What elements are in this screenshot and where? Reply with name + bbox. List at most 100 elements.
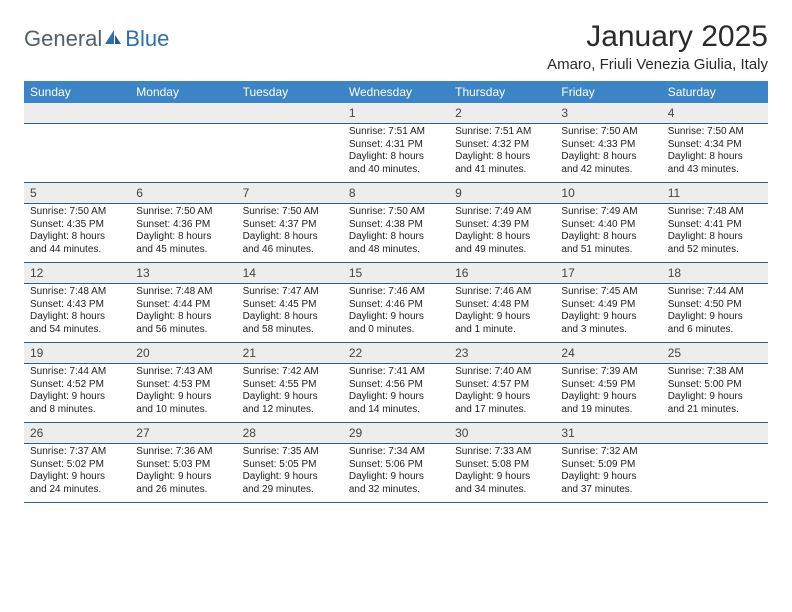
- day-cell: 22: [343, 343, 449, 364]
- day-detail: Sunrise: 7:45 AMSunset: 4:49 PMDaylight:…: [555, 284, 661, 342]
- header: General Blue January 2025 Amaro, Friuli …: [24, 20, 768, 73]
- sunset-text: Sunset: 4:32 PM: [455, 139, 549, 152]
- daylight-text: Daylight: 9 hours and 19 minutes.: [561, 391, 655, 416]
- sunset-text: Sunset: 4:43 PM: [30, 299, 124, 312]
- page-title: January 2025: [547, 20, 768, 54]
- day-detail-cell: Sunrise: 7:50 AMSunset: 4:37 PMDaylight:…: [237, 204, 343, 263]
- day-cell: 16: [449, 263, 555, 284]
- day-cell: 30: [449, 423, 555, 444]
- week-number-row: 12131415161718: [24, 263, 768, 284]
- daylight-text: Daylight: 8 hours and 43 minutes.: [668, 151, 762, 176]
- day-detail-cell: Sunrise: 7:38 AMSunset: 5:00 PMDaylight:…: [662, 364, 768, 423]
- daylight-text: Daylight: 9 hours and 3 minutes.: [561, 311, 655, 336]
- day-detail: Sunrise: 7:42 AMSunset: 4:55 PMDaylight:…: [237, 364, 343, 422]
- day-cell: .: [130, 103, 236, 124]
- day-number: 27: [130, 423, 236, 443]
- sunrise-text: Sunrise: 7:39 AM: [561, 366, 655, 379]
- sunrise-text: Sunrise: 7:46 AM: [349, 286, 443, 299]
- day-detail-cell: Sunrise: 7:49 AMSunset: 4:39 PMDaylight:…: [449, 204, 555, 263]
- week-number-row: 262728293031.: [24, 423, 768, 444]
- day-detail-cell: Sunrise: 7:32 AMSunset: 5:09 PMDaylight:…: [555, 444, 661, 503]
- week-detail-row: .........Sunrise: 7:51 AMSunset: 4:31 PM…: [24, 124, 768, 183]
- sunrise-text: Sunrise: 7:49 AM: [561, 206, 655, 219]
- daylight-text: Daylight: 9 hours and 6 minutes.: [668, 311, 762, 336]
- day-detail-cell: Sunrise: 7:44 AMSunset: 4:50 PMDaylight:…: [662, 284, 768, 343]
- day-detail: Sunrise: 7:40 AMSunset: 4:57 PMDaylight:…: [449, 364, 555, 422]
- sunrise-text: Sunrise: 7:50 AM: [30, 206, 124, 219]
- day-number: 18: [662, 263, 768, 283]
- day-detail: Sunrise: 7:44 AMSunset: 4:52 PMDaylight:…: [24, 364, 130, 422]
- day-detail: Sunrise: 7:50 AMSunset: 4:35 PMDaylight:…: [24, 204, 130, 262]
- day-detail-cell: ...: [24, 124, 130, 183]
- sunrise-text: Sunrise: 7:41 AM: [349, 366, 443, 379]
- day-detail: Sunrise: 7:50 AMSunset: 4:34 PMDaylight:…: [662, 124, 768, 182]
- calendar-body: ...1234.........Sunrise: 7:51 AMSunset: …: [24, 103, 768, 503]
- sunrise-text: Sunrise: 7:47 AM: [243, 286, 337, 299]
- sunset-text: Sunset: 4:53 PM: [136, 379, 230, 392]
- week-number-row: 19202122232425: [24, 343, 768, 364]
- day-number: 26: [24, 423, 130, 443]
- day-cell: 9: [449, 183, 555, 204]
- day-number: 12: [24, 263, 130, 283]
- day-detail: Sunrise: 7:50 AMSunset: 4:36 PMDaylight:…: [130, 204, 236, 262]
- day-header: Monday: [130, 81, 236, 103]
- day-number: 2: [449, 103, 555, 123]
- day-detail: Sunrise: 7:50 AMSunset: 4:37 PMDaylight:…: [237, 204, 343, 262]
- day-number: 11: [662, 183, 768, 203]
- day-cell: 6: [130, 183, 236, 204]
- daylight-text: Daylight: 8 hours and 48 minutes.: [349, 231, 443, 256]
- day-detail: Sunrise: 7:44 AMSunset: 4:50 PMDaylight:…: [662, 284, 768, 342]
- day-cell: 31: [555, 423, 661, 444]
- day-cell: 21: [237, 343, 343, 364]
- sunset-text: Sunset: 4:39 PM: [455, 219, 549, 232]
- daylight-text: Daylight: 9 hours and 14 minutes.: [349, 391, 443, 416]
- day-number: 31: [555, 423, 661, 443]
- day-detail-cell: Sunrise: 7:40 AMSunset: 4:57 PMDaylight:…: [449, 364, 555, 423]
- sunset-text: Sunset: 5:00 PM: [668, 379, 762, 392]
- day-cell: 20: [130, 343, 236, 364]
- day-detail-cell: Sunrise: 7:41 AMSunset: 4:56 PMDaylight:…: [343, 364, 449, 423]
- day-detail: Sunrise: 7:33 AMSunset: 5:08 PMDaylight:…: [449, 444, 555, 502]
- sunrise-text: Sunrise: 7:51 AM: [455, 126, 549, 139]
- daylight-text: Daylight: 9 hours and 0 minutes.: [349, 311, 443, 336]
- daylight-text: Daylight: 8 hours and 56 minutes.: [136, 311, 230, 336]
- day-number: 10: [555, 183, 661, 203]
- day-cell: 15: [343, 263, 449, 284]
- day-detail-cell: Sunrise: 7:49 AMSunset: 4:40 PMDaylight:…: [555, 204, 661, 263]
- day-detail-cell: Sunrise: 7:43 AMSunset: 4:53 PMDaylight:…: [130, 364, 236, 423]
- sunset-text: Sunset: 4:41 PM: [668, 219, 762, 232]
- day-cell: 7: [237, 183, 343, 204]
- sunset-text: Sunset: 5:05 PM: [243, 459, 337, 472]
- day-cell: 12: [24, 263, 130, 284]
- sunset-text: Sunset: 4:59 PM: [561, 379, 655, 392]
- day-number: 17: [555, 263, 661, 283]
- day-number: 29: [343, 423, 449, 443]
- day-header: Sunday: [24, 81, 130, 103]
- day-detail: Sunrise: 7:51 AMSunset: 4:32 PMDaylight:…: [449, 124, 555, 182]
- day-cell: .: [662, 423, 768, 444]
- week-number-row: ...1234: [24, 103, 768, 124]
- daylight-text: Daylight: 9 hours and 8 minutes.: [30, 391, 124, 416]
- day-header: Thursday: [449, 81, 555, 103]
- day-cell: .: [237, 103, 343, 124]
- day-number: 6: [130, 183, 236, 203]
- sunset-text: Sunset: 4:46 PM: [349, 299, 443, 312]
- day-detail-cell: Sunrise: 7:45 AMSunset: 4:49 PMDaylight:…: [555, 284, 661, 343]
- day-detail-cell: Sunrise: 7:48 AMSunset: 4:43 PMDaylight:…: [24, 284, 130, 343]
- day-cell: 28: [237, 423, 343, 444]
- day-detail-cell: Sunrise: 7:48 AMSunset: 4:44 PMDaylight:…: [130, 284, 236, 343]
- day-cell: 14: [237, 263, 343, 284]
- sunrise-text: Sunrise: 7:37 AM: [30, 446, 124, 459]
- day-detail: Sunrise: 7:35 AMSunset: 5:05 PMDaylight:…: [237, 444, 343, 502]
- daylight-text: Daylight: 8 hours and 52 minutes.: [668, 231, 762, 256]
- week-detail-row: Sunrise: 7:50 AMSunset: 4:35 PMDaylight:…: [24, 204, 768, 263]
- sunset-text: Sunset: 5:09 PM: [561, 459, 655, 472]
- day-cell: 23: [449, 343, 555, 364]
- day-header: Tuesday: [237, 81, 343, 103]
- sunset-text: Sunset: 4:45 PM: [243, 299, 337, 312]
- day-detail-cell: ...: [237, 124, 343, 183]
- day-detail: Sunrise: 7:38 AMSunset: 5:00 PMDaylight:…: [662, 364, 768, 422]
- day-detail-cell: Sunrise: 7:51 AMSunset: 4:32 PMDaylight:…: [449, 124, 555, 183]
- sunrise-text: Sunrise: 7:50 AM: [561, 126, 655, 139]
- day-detail-cell: Sunrise: 7:51 AMSunset: 4:31 PMDaylight:…: [343, 124, 449, 183]
